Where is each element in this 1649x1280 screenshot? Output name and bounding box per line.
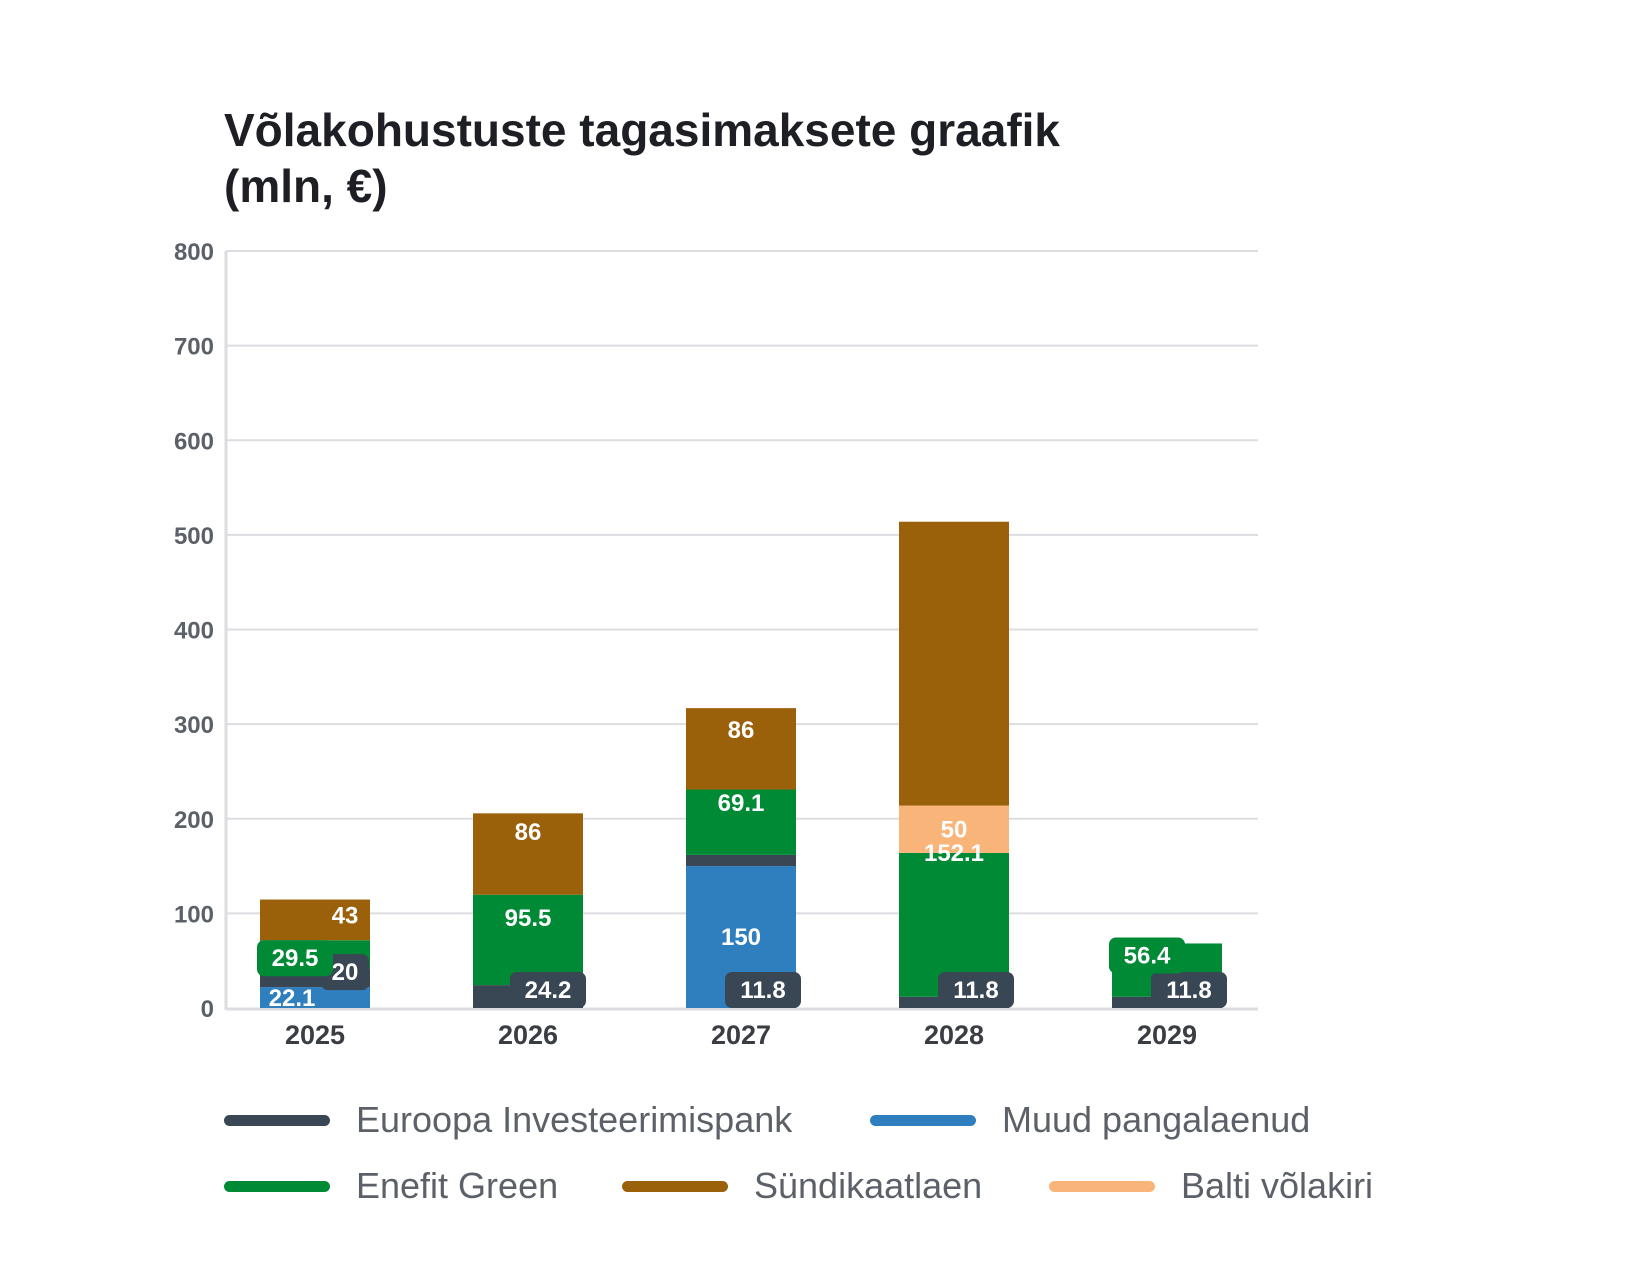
data-label: 11.8 [740, 977, 785, 1004]
legend-item-enefit: Enefit Green [224, 1165, 559, 1206]
bar-segment [686, 708, 796, 790]
legend-item-eib: Euroopa Investeerimispank [224, 1099, 793, 1140]
data-label-pill [257, 940, 333, 977]
legend-row-2: Enefit Green Sündikaatlaen Balti võlakir… [224, 1165, 1474, 1206]
data-label: 300 [934, 493, 974, 520]
y-tick-label: 700 [174, 334, 214, 361]
x-tick-label: 2025 [285, 1020, 345, 1050]
line-swatch-icon [622, 1180, 728, 1192]
data-label: 20 [332, 959, 359, 986]
data-label-pill [1109, 937, 1185, 974]
data-label: 56.4 [1124, 942, 1171, 969]
bar-segment [686, 789, 796, 855]
bar-segment [899, 521, 1009, 806]
y-tick-label: 300 [174, 712, 214, 739]
bar-segment [899, 805, 1009, 853]
x-tick-label: 2026 [498, 1020, 558, 1050]
data-label: 29.5 [272, 945, 319, 972]
y-tick-label: 100 [174, 901, 214, 928]
chart-title: Võlakohustuste tagasimaksete graafik (ml… [224, 102, 1224, 214]
chart-title-line-1: Võlakohustuste tagasimaksete graafik [224, 104, 1060, 156]
bar-segment [473, 894, 583, 986]
x-axis-ticks: 2025 2026 2027 2028 2029 [285, 1020, 1197, 1050]
data-labels: 22.1 20 29.5 43 24.2 95.5 86 11.8 150 69.1 86 11.8 1… [257, 493, 1227, 1012]
legend-label: Euroopa Investeerimispank [356, 1099, 793, 1140]
bar-segment [260, 899, 370, 941]
x-tick-label: 2027 [711, 1020, 771, 1050]
data-label-pill [725, 972, 801, 1008]
y-axis-ticks: 0 100 200 300 400 500 600 700 800 [174, 239, 214, 1023]
bar-segment [473, 813, 583, 895]
data-label: 50 [941, 816, 968, 843]
y-tick-label: 500 [174, 523, 214, 550]
legend-item-syndikaat: Sündikaatlaen [622, 1165, 983, 1206]
bars [260, 521, 1222, 1008]
data-label: 11.8 [953, 977, 998, 1004]
data-label: 69.1 [718, 790, 765, 817]
grid-lines [224, 250, 1258, 1011]
legend-item-balti: Balti võlakiri [1049, 1165, 1374, 1206]
legend-row-1: Euroopa Investeerimispank Muud pangalaen… [224, 1099, 1474, 1140]
x-tick-label: 2029 [1137, 1020, 1197, 1050]
legend-label: Sündikaatlaen [754, 1165, 983, 1206]
data-label: 24.2 [525, 977, 572, 1004]
legend-label: Balti võlakiri [1181, 1165, 1374, 1206]
x-tick-label: 2028 [924, 1020, 984, 1050]
data-label-pill [510, 972, 586, 1008]
line-swatch-icon [870, 1114, 976, 1126]
data-label: 95.5 [505, 905, 552, 932]
y-tick-label: 800 [174, 239, 214, 266]
data-label-pill [1151, 972, 1227, 1008]
bar-segment [686, 854, 796, 867]
y-tick-label: 0 [201, 996, 214, 1023]
legend-label: Enefit Green [356, 1165, 559, 1206]
data-label: 150 [721, 924, 761, 951]
line-swatch-icon [224, 1180, 330, 1192]
line-swatch-icon [1049, 1180, 1155, 1192]
legend-label: Muud pangalaenud [1002, 1099, 1311, 1140]
data-label: 152.1 [924, 840, 984, 867]
bar-segment [260, 987, 370, 1008]
data-label-pill [938, 972, 1014, 1008]
data-label: 43 [332, 903, 359, 930]
data-label: 86 [515, 819, 542, 846]
data-label: 11.8 [1166, 977, 1211, 1004]
chart-title-line-2: (mln, €) [224, 160, 388, 212]
line-swatch-icon [224, 1114, 330, 1126]
y-tick-label: 200 [174, 807, 214, 834]
data-label: 22.1 [269, 985, 316, 1012]
y-tick-label: 400 [174, 618, 214, 645]
stacked-bar-chart: 0 100 200 300 400 500 600 700 800 22.1 20 29.5 43 24… [174, 239, 1258, 1050]
legend-item-muud: Muud pangalaenud [870, 1099, 1311, 1140]
y-tick-label: 600 [174, 428, 214, 455]
data-label: 86 [728, 717, 755, 744]
